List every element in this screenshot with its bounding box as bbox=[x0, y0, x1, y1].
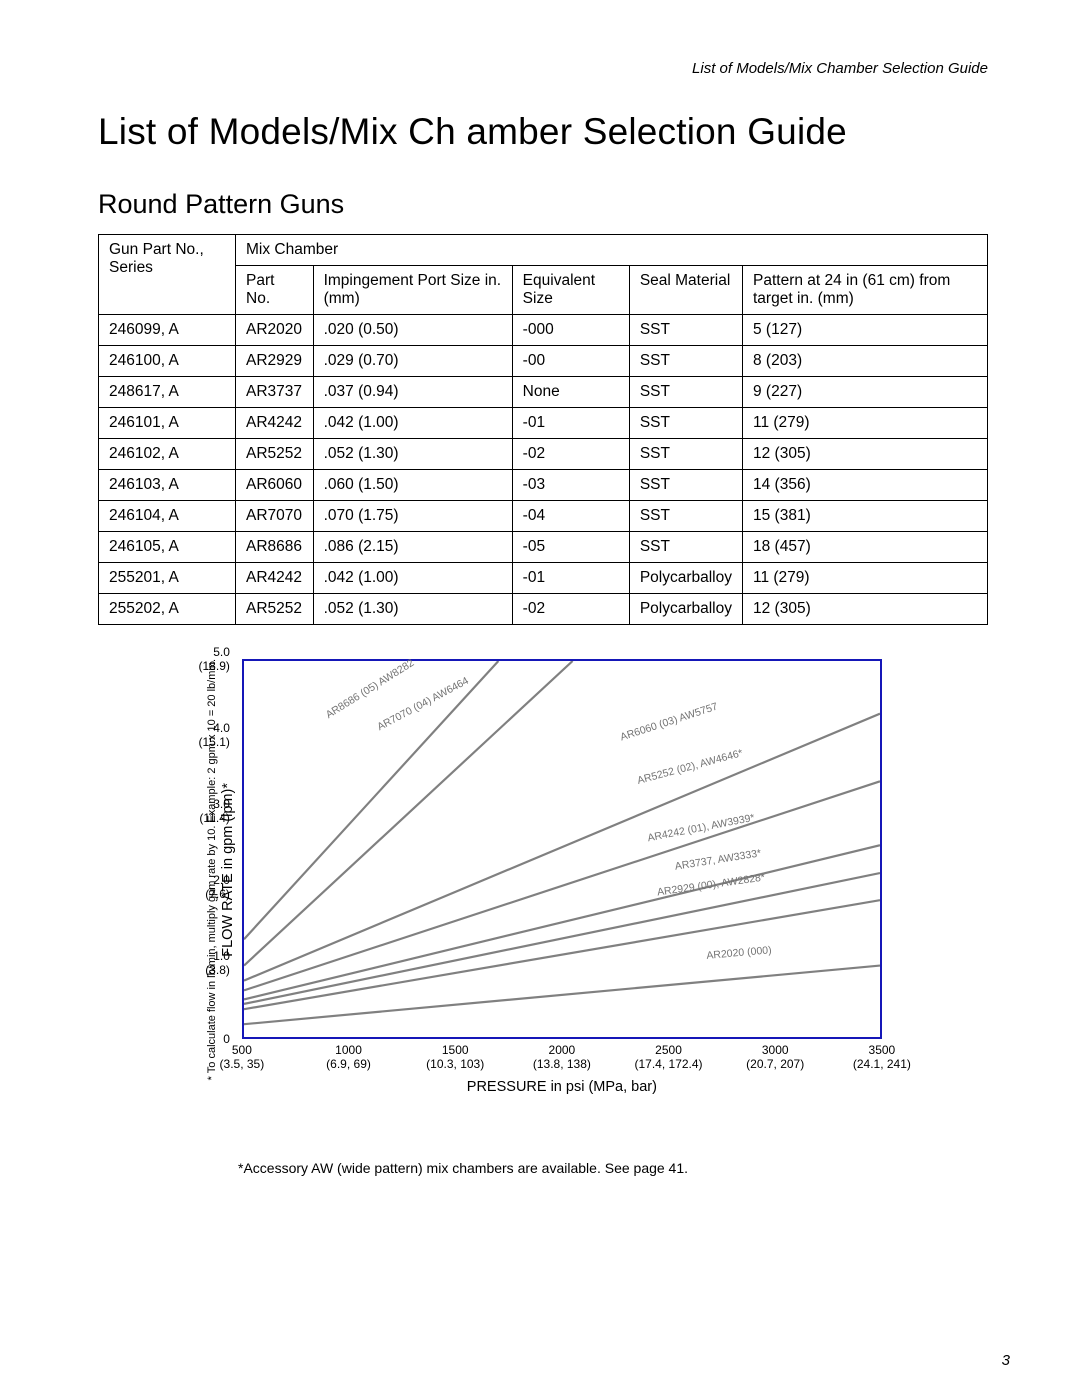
table-row: 255201, AAR4242.042 (1.00)-01Polycarball… bbox=[99, 563, 988, 594]
table-cell: AR5252 bbox=[236, 594, 314, 625]
table-cell: 246102, A bbox=[99, 439, 236, 470]
table-cell: 255201, A bbox=[99, 563, 236, 594]
y-tick: 3.0(11.4) bbox=[199, 797, 229, 825]
col-seal: Seal Material bbox=[629, 266, 742, 315]
table-cell: AR3737 bbox=[236, 377, 314, 408]
table-cell: 11 (279) bbox=[743, 563, 988, 594]
table-cell: SST bbox=[629, 377, 742, 408]
page-title: List of Models/Mix Ch amber Selection Gu… bbox=[98, 111, 988, 153]
y-tick: 2.0(7.6) bbox=[205, 873, 230, 901]
table-cell: 9 (227) bbox=[743, 377, 988, 408]
col-pattern: Pattern at 24 in (61 cm) from target in.… bbox=[743, 266, 988, 315]
chart-footnote: *Accessory AW (wide pattern) mix chamber… bbox=[238, 1160, 988, 1176]
table-cell: .037 (0.94) bbox=[313, 377, 512, 408]
table-cell: SST bbox=[629, 315, 742, 346]
table-cell: 246100, A bbox=[99, 346, 236, 377]
table-cell: 11 (279) bbox=[743, 408, 988, 439]
table-cell: SST bbox=[629, 532, 742, 563]
x-tick: 3500(24.1, 241) bbox=[853, 1043, 911, 1071]
x-tick: 1000(6.9, 69) bbox=[326, 1043, 371, 1071]
table-cell: None bbox=[512, 377, 629, 408]
col-mix-chamber-span: Mix Chamber bbox=[236, 235, 988, 266]
table-row: 246105, AAR8686.086 (2.15)-05SST18 (457) bbox=[99, 532, 988, 563]
table-cell: .060 (1.50) bbox=[313, 470, 512, 501]
table-cell: .052 (1.30) bbox=[313, 594, 512, 625]
table-row: 246100, AAR2929.029 (0.70)-00SST8 (203) bbox=[99, 346, 988, 377]
x-tick: 3000(20.7, 207) bbox=[746, 1043, 804, 1071]
x-tick: 500(3.5, 35) bbox=[220, 1043, 265, 1071]
flow-pressure-chart: * To calculate flow in lb/min, multiply … bbox=[98, 659, 988, 1080]
table-cell: 12 (305) bbox=[743, 439, 988, 470]
table-cell: SST bbox=[629, 501, 742, 532]
table-cell: Polycarballoy bbox=[629, 594, 742, 625]
table-cell: SST bbox=[629, 470, 742, 501]
table-row: 246099, AAR2020.020 (0.50)-000SST5 (127) bbox=[99, 315, 988, 346]
y-tick: 1.0(3.8) bbox=[205, 949, 230, 977]
table-cell: AR4242 bbox=[236, 563, 314, 594]
table-row: 246104, AAR7070.070 (1.75)-04SST15 (381) bbox=[99, 501, 988, 532]
table-row: 246101, AAR4242.042 (1.00)-01SST11 (279) bbox=[99, 408, 988, 439]
table-cell: -02 bbox=[512, 439, 629, 470]
table-row: 246103, AAR6060.060 (1.50)-03SST14 (356) bbox=[99, 470, 988, 501]
x-tick: 2000(13.8, 138) bbox=[533, 1043, 591, 1071]
table-cell: -04 bbox=[512, 501, 629, 532]
table-cell: -05 bbox=[512, 532, 629, 563]
y-tick: 5.0(18.9) bbox=[199, 645, 230, 673]
table-body: 246099, AAR2020.020 (0.50)-000SST5 (127)… bbox=[99, 315, 988, 625]
table-cell: AR5252 bbox=[236, 439, 314, 470]
table-cell: SST bbox=[629, 346, 742, 377]
y-tick: 4.0(15.1) bbox=[199, 721, 230, 749]
table-cell: 14 (356) bbox=[743, 470, 988, 501]
table-cell: .029 (0.70) bbox=[313, 346, 512, 377]
table-cell: 12 (305) bbox=[743, 594, 988, 625]
table-cell: .086 (2.15) bbox=[313, 532, 512, 563]
table-cell: 18 (457) bbox=[743, 532, 988, 563]
table-cell: AR2929 bbox=[236, 346, 314, 377]
chart-x-label: PRESSURE in psi (MPa, bar) bbox=[242, 1079, 882, 1095]
col-port-size: Impingement Port Size in. (mm) bbox=[313, 266, 512, 315]
table-cell: Polycarballoy bbox=[629, 563, 742, 594]
models-table: Gun Part No., Series Mix Chamber Part No… bbox=[98, 234, 988, 625]
x-tick: 1500(10.3, 103) bbox=[426, 1043, 484, 1071]
table-cell: 246101, A bbox=[99, 408, 236, 439]
x-tick: 2500(17.4, 172.4) bbox=[635, 1043, 703, 1071]
table-cell: 15 (381) bbox=[743, 501, 988, 532]
table-cell: AR2020 bbox=[236, 315, 314, 346]
table-cell: .042 (1.00) bbox=[313, 408, 512, 439]
table-cell: AR7070 bbox=[236, 501, 314, 532]
table-cell: .020 (0.50) bbox=[313, 315, 512, 346]
table-cell: -02 bbox=[512, 594, 629, 625]
table-cell: 246105, A bbox=[99, 532, 236, 563]
table-cell: .042 (1.00) bbox=[313, 563, 512, 594]
table-cell: AR8686 bbox=[236, 532, 314, 563]
table-cell: -03 bbox=[512, 470, 629, 501]
table-cell: .070 (1.75) bbox=[313, 501, 512, 532]
col-equiv-size: Equivalent Size bbox=[512, 266, 629, 315]
table-cell: 246104, A bbox=[99, 501, 236, 532]
col-gun-part: Gun Part No., Series bbox=[99, 235, 236, 315]
table-cell: 248617, A bbox=[99, 377, 236, 408]
running-head: List of Models/Mix Chamber Selection Gui… bbox=[98, 60, 988, 77]
table-cell: -01 bbox=[512, 408, 629, 439]
col-part-no: Part No. bbox=[236, 266, 314, 315]
table-row: 255202, AAR5252.052 (1.30)-02Polycarball… bbox=[99, 594, 988, 625]
table-row: 248617, AAR3737.037 (0.94)NoneSST9 (227) bbox=[99, 377, 988, 408]
table-cell: AR6060 bbox=[236, 470, 314, 501]
table-cell: .052 (1.30) bbox=[313, 439, 512, 470]
table-cell: 8 (203) bbox=[743, 346, 988, 377]
table-cell: 246103, A bbox=[99, 470, 236, 501]
table-cell: -00 bbox=[512, 346, 629, 377]
table-cell: -000 bbox=[512, 315, 629, 346]
table-cell: 255202, A bbox=[99, 594, 236, 625]
table-cell: -01 bbox=[512, 563, 629, 594]
table-cell: AR4242 bbox=[236, 408, 314, 439]
section-subtitle: Round Pattern Guns bbox=[98, 189, 988, 220]
table-row: 246102, AAR5252.052 (1.30)-02SST12 (305) bbox=[99, 439, 988, 470]
page-number: 3 bbox=[1002, 1352, 1010, 1369]
table-cell: 5 (127) bbox=[743, 315, 988, 346]
table-cell: SST bbox=[629, 408, 742, 439]
table-cell: 246099, A bbox=[99, 315, 236, 346]
table-cell: SST bbox=[629, 439, 742, 470]
